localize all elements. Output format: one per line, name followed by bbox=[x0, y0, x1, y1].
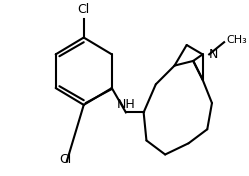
Text: Cl: Cl bbox=[78, 3, 90, 16]
Text: N: N bbox=[209, 48, 219, 61]
Text: CH₃: CH₃ bbox=[226, 35, 247, 45]
Text: NH: NH bbox=[117, 98, 135, 111]
Text: Cl: Cl bbox=[59, 153, 71, 166]
